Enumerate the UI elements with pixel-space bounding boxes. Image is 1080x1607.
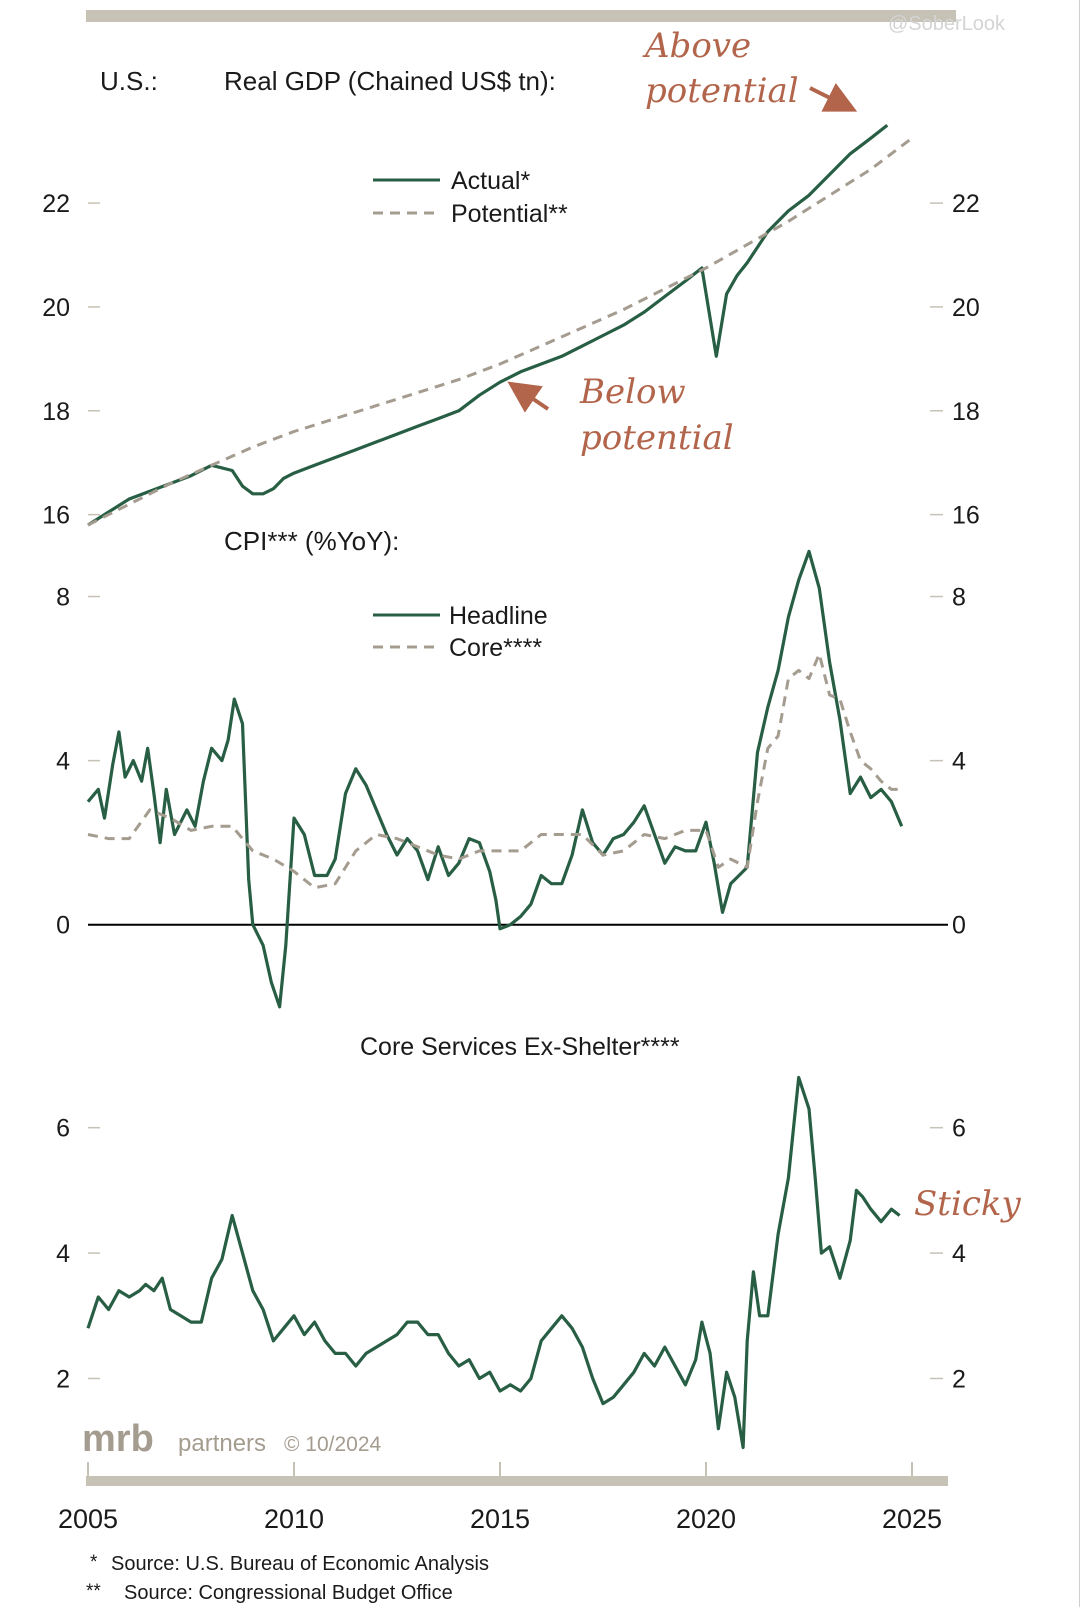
annotation-above-line1: Above	[642, 26, 751, 66]
x-tick-label-2020: 2020	[676, 1504, 736, 1534]
cpi-ytick-label-left-0: 0	[56, 912, 70, 940]
x-tick-label-2010: 2010	[264, 1504, 324, 1534]
x-tick-label-2025: 2025	[882, 1504, 942, 1534]
gdp-ytick-label-left-20: 20	[42, 294, 70, 322]
annotation-below-line1: Below	[579, 372, 686, 412]
cpi-ytick-label-right-8: 8	[952, 584, 966, 612]
cpi-title: CPI*** (%YoY):	[224, 526, 399, 556]
cpi-series-dashed-line	[87, 652, 902, 890]
core-services-title: Core Services Ex-Shelter****	[360, 1033, 680, 1061]
core-services-ytick-label-left-2: 2	[56, 1365, 70, 1393]
cpi-ytick-label-left-8: 8	[56, 584, 70, 612]
footnote-2-text: Source: Congressional Budget Office	[124, 1582, 453, 1604]
x-tick-label-2015: 2015	[470, 1504, 530, 1534]
annotation-above-arrow	[809, 82, 858, 112]
core-services-ytick-label-left-6: 6	[56, 1115, 70, 1143]
cpi-ytick-label-right-4: 4	[952, 748, 966, 776]
watermark: @SoberLook	[888, 13, 1006, 35]
gdp-ytick-label-left-22: 22	[42, 190, 70, 218]
bottom-axis-bar	[86, 1476, 948, 1486]
core-services-ytick-label-right-4: 4	[952, 1240, 966, 1268]
brand-partners: partners	[178, 1430, 266, 1457]
core-services-ytick-label-right-6: 6	[952, 1115, 966, 1143]
top-banner-bar	[86, 10, 956, 22]
legend-headline-label: Headline	[449, 602, 548, 630]
footnote-1-text: Source: U.S. Bureau of Economic Analysis	[111, 1553, 489, 1575]
footnote-1-mark: *	[90, 1552, 98, 1573]
gdp-ytick-label-left-18: 18	[42, 398, 70, 426]
brand-copyright: © 10/2024	[284, 1433, 382, 1456]
legend-potential-label: Potential**	[451, 200, 568, 228]
gdp-ytick-label-right-22: 22	[952, 190, 980, 218]
gdp-ytick-label-right-18: 18	[952, 398, 980, 426]
annotation-below-arrow	[507, 381, 550, 413]
gdp-title: Real GDP (Chained US$ tn):	[224, 66, 556, 96]
cpi-ytick-label-right-0: 0	[952, 912, 966, 940]
gdp-ytick-label-right-20: 20	[952, 294, 980, 322]
core-services-series-solid-line	[86, 1075, 901, 1450]
gdp-prefix: U.S.:	[100, 66, 158, 96]
footnote-2-mark: **	[86, 1581, 101, 1602]
brand-logo: mrb	[82, 1418, 154, 1460]
core-services-ytick-label-right-2: 2	[952, 1365, 966, 1393]
legend-actual-label: Actual*	[451, 167, 530, 195]
annotation-below-line2: potential	[580, 418, 734, 458]
annotation-sticky: Sticky	[914, 1184, 1021, 1224]
x-tick-label-2005: 2005	[58, 1504, 118, 1534]
gdp-ytick-label-right-16: 16	[952, 502, 980, 530]
core-services-ytick-label-left-4: 4	[56, 1240, 70, 1268]
annotation-above-line2: potential	[645, 71, 799, 111]
legend-core-label: Core****	[449, 634, 542, 662]
gdp-ytick-label-left-16: 16	[42, 502, 70, 530]
gdp-series-dashed-line	[87, 137, 913, 527]
gdp-series-solid-line	[87, 123, 889, 527]
cpi-ytick-label-left-4: 4	[56, 748, 70, 776]
